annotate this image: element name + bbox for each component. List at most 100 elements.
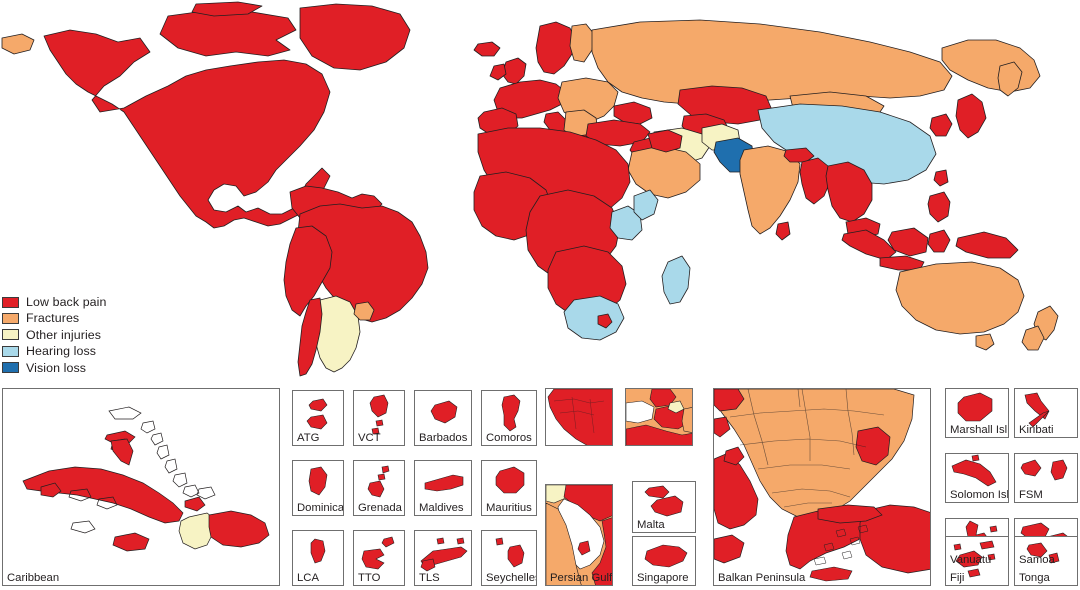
inset-caption-maldives: Maldives <box>419 502 464 514</box>
inset-marshall-isl: Marshall Isl <box>945 388 1009 438</box>
grenada-islet-1 <box>381 465 390 474</box>
solomon-isl-svg <box>951 454 997 487</box>
region-iceland <box>473 41 501 57</box>
balkan-ukraine-red-edge <box>714 416 731 438</box>
inset-caption-tls: TLS <box>419 572 440 584</box>
tls-islet-1 <box>436 537 445 545</box>
vanuatu-islet <box>989 525 998 533</box>
west-africa-borders <box>553 396 605 434</box>
solomon-isl-main <box>951 459 997 487</box>
inset-caribbean: Caribbean <box>2 388 280 586</box>
legend-item-hearing-loss: Hearing loss <box>2 343 107 359</box>
inset-solomon-isl: Solomon Isl <box>945 453 1009 503</box>
inset-singapore: Singapore <box>632 536 696 586</box>
caribbean-cuba-west <box>40 482 62 498</box>
region-south-africa <box>563 295 625 341</box>
region-tasmania <box>975 333 995 351</box>
caribbean-svg <box>22 406 270 552</box>
balkan-belarus-red <box>714 389 745 412</box>
seychelles-islet <box>495 537 504 546</box>
inset-barbados: Barbados <box>414 390 472 446</box>
region-uruguay <box>353 301 375 321</box>
inset-caption-atg: ATG <box>297 432 320 444</box>
inset-tls: TLS <box>414 530 472 586</box>
region-lesotho <box>597 313 613 329</box>
region-new-zealand-south <box>1021 325 1045 351</box>
fiji-svg <box>953 540 996 578</box>
vct-islet-2 <box>371 427 380 435</box>
caribbean-uncolored-islets <box>68 406 216 534</box>
legend-item-fractures: Fractures <box>2 310 107 326</box>
region-kenya <box>609 205 643 241</box>
legend-label-other-injuries: Other injuries <box>26 327 102 342</box>
legend-swatch-low-back-pain <box>2 296 19 308</box>
em-red-3 <box>626 424 692 445</box>
tonga-islet <box>1048 552 1060 564</box>
balkan-sicily-red <box>714 534 745 564</box>
inset-caption-balkan: Balkan Peninsula <box>718 572 806 584</box>
inset-atg: ATG <box>292 390 344 446</box>
inset-balkan: Balkan Peninsula <box>713 388 931 586</box>
balkan-bulgaria-red-south <box>817 504 883 524</box>
balkan-svg <box>714 389 930 585</box>
singapore-svg <box>644 544 688 568</box>
caribbean-dominican-republic <box>208 510 270 548</box>
marshall-isl-shape <box>957 392 993 422</box>
dominica-svg <box>308 466 328 496</box>
inset-caption-lca: LCA <box>297 572 319 584</box>
maldives-svg <box>424 474 464 492</box>
inset-persian-gulf: Persian Gulf <box>545 484 613 586</box>
inset-caption-caribbean: Caribbean <box>7 572 60 584</box>
region-caucasus <box>613 101 653 125</box>
tls-main-2 <box>420 558 436 572</box>
inset-caption-grenada: Grenada <box>358 502 402 514</box>
kiribati-shape <box>1024 392 1050 420</box>
inset-fiji: Fiji <box>945 536 1009 586</box>
region-korea <box>929 113 953 137</box>
inset-caption-fsm: FSM <box>1019 489 1043 501</box>
inset-caption-persian-gulf: Persian Gulf <box>550 572 613 584</box>
singapore-shape <box>644 544 688 568</box>
inset-west-africa: West Africa <box>545 388 613 446</box>
maldives-shape <box>424 474 464 492</box>
region-taiwan <box>933 169 949 187</box>
fiji-islet-2 <box>979 540 995 550</box>
inset-caption-samoa: Samoa <box>1019 554 1055 566</box>
pg-red-right <box>591 517 612 585</box>
region-sri-lanka <box>775 221 791 241</box>
region-kamchatka <box>997 61 1023 97</box>
em-orange-right <box>681 407 692 433</box>
inset-eastern-mediterranean: Eastern Mediterranean <box>625 388 693 446</box>
malta-svg <box>644 485 684 517</box>
region-alaska-orange-tip <box>1 33 35 55</box>
inset-caption-malta: Malta <box>637 519 665 531</box>
region-japan <box>955 93 987 139</box>
balkan-dalmatia-red <box>723 446 745 466</box>
region-borneo <box>887 227 929 257</box>
fsm-shape-2 <box>1050 459 1068 481</box>
legend-label-low-back-pain: Low back pain <box>26 294 107 309</box>
inset-tonga: Tonga <box>1014 536 1078 586</box>
inset-caption-kiribati: Kiribati <box>1019 424 1054 436</box>
vct-main <box>369 394 389 418</box>
balkan-moldova-red <box>855 426 891 466</box>
region-arabia <box>627 145 701 199</box>
vct-islet-1 <box>375 419 384 427</box>
legend-label-hearing-loss: Hearing loss <box>26 344 97 359</box>
tto-svg <box>361 536 395 570</box>
region-papua <box>955 231 1019 259</box>
map-landmasses <box>1 1 1059 377</box>
comoros-shape <box>501 394 521 432</box>
region-australia <box>895 261 1025 335</box>
legend-swatch-hearing-loss <box>2 345 19 357</box>
inset-caption-fiji: Fiji <box>950 572 965 584</box>
atg-shape-1 <box>308 398 328 412</box>
barbados-svg <box>430 400 458 424</box>
region-iraq <box>647 129 683 153</box>
atg-svg <box>306 398 328 430</box>
pg-orange-arabia <box>546 502 582 585</box>
inset-mauritius: Mauritius <box>481 460 537 516</box>
seychelles-main <box>507 544 525 568</box>
inset-fsm: FSM <box>1014 453 1078 503</box>
pg-red-iran <box>563 485 612 522</box>
